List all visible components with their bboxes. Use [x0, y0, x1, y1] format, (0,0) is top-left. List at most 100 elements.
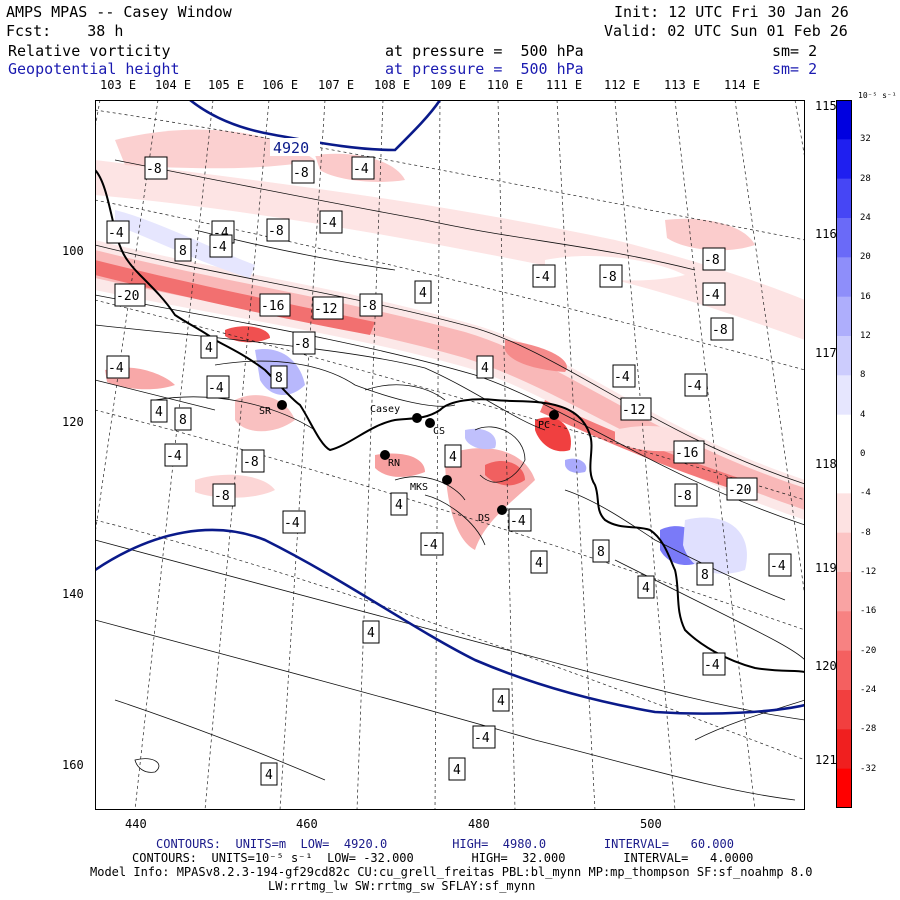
contour-label: -4: [206, 375, 230, 399]
geopotential-contours: [95, 100, 805, 715]
latitude-lines: [95, 109, 805, 761]
contour-label-text: 4: [642, 581, 650, 596]
contour-label: 4: [530, 550, 548, 574]
lon-label: 104 E: [155, 78, 192, 92]
colorbar-segment: [836, 650, 852, 691]
contour-label: 4: [200, 335, 218, 359]
contour-label-text: -8: [601, 270, 617, 285]
contour-label-text: -8: [676, 489, 692, 504]
colorbar-label: 20: [860, 252, 871, 263]
contour-label: 4: [362, 620, 380, 644]
contour-label-text: 8: [179, 413, 187, 428]
lon-label: 110 E: [487, 78, 524, 92]
contour-label: 4: [476, 355, 494, 379]
contour-label: 8: [270, 365, 288, 389]
plot-title: AMPS MPAS -- Casey Window: [6, 3, 232, 21]
contour-label-text: -8: [294, 337, 310, 352]
contour-label-text: -4: [108, 226, 124, 241]
x-tick: 460: [296, 817, 318, 831]
colorbar-label: 16: [860, 291, 871, 302]
y-tick: 160: [62, 758, 84, 772]
colorbar-segment: [836, 690, 852, 730]
colorbar-segment: [836, 572, 852, 612]
contour-label: -8: [212, 483, 236, 507]
contour-label: -4: [508, 508, 532, 532]
model-info: Model Info: MPASv8.2.3-194-gf29cd82c CU:…: [90, 865, 813, 879]
contour-label: -20: [726, 477, 758, 501]
contour-label-text: -8: [268, 224, 284, 239]
colorbar-label: -16: [860, 606, 877, 617]
contour-label-text: -4: [474, 731, 490, 746]
height-label: 4920: [273, 139, 309, 157]
lon-label: 108 E: [374, 78, 411, 92]
contour-label-text: -4: [321, 216, 337, 231]
field2-name: Geopotential height: [8, 60, 180, 78]
contour-label-text: -8: [712, 323, 728, 338]
y-tick: 100: [62, 244, 84, 258]
lon-label: 103 E: [100, 78, 137, 92]
station-marker: [277, 400, 287, 410]
contour-label: -4: [684, 373, 708, 397]
contour-label: -4: [106, 220, 130, 244]
field2-level: at pressure = 500 hPa: [385, 60, 584, 78]
contour-label: -8: [292, 331, 316, 355]
contour-label: 4: [414, 280, 432, 304]
colorbar-segment: [836, 768, 852, 808]
colorbar-segment: [836, 336, 852, 376]
lon-label: 109 E: [430, 78, 467, 92]
height-label-box: 4920: [270, 138, 320, 157]
colorbar-label: -8: [860, 527, 871, 538]
station-markers: [277, 400, 559, 515]
contour-label: -8: [674, 483, 698, 507]
colorbar-unit: 10⁻⁵ s⁻¹: [858, 91, 897, 100]
station-label: MKS: [410, 482, 428, 493]
contour-label: 4: [448, 757, 466, 781]
colorbar-label: 4: [860, 409, 866, 420]
lon-label: 113 E: [664, 78, 701, 92]
colorbar-segment: [836, 375, 852, 416]
station-marker: [549, 410, 559, 420]
contour-label-text: 8: [275, 371, 283, 386]
contour-label: -8: [710, 317, 734, 341]
contour-label-text: -4: [686, 379, 702, 394]
contour-label: 8: [174, 238, 192, 262]
longitude-lines: [95, 100, 805, 810]
colorbar-label: -28: [860, 724, 877, 735]
colorbar-segment: [836, 218, 852, 258]
contour-label-text: -8: [293, 166, 309, 181]
contour-label: -8: [291, 160, 315, 184]
station-label: PC: [538, 420, 550, 431]
colorbar-segment: [836, 414, 852, 455]
contour-label-text: -4: [353, 162, 369, 177]
field1-name: Relative vorticity: [8, 42, 171, 60]
contour-label: -8: [241, 449, 265, 473]
contour-label: 8: [696, 562, 714, 586]
colorbar-label: 32: [860, 134, 871, 145]
contour-label: -12: [312, 296, 344, 320]
contour-label: -8: [144, 156, 168, 180]
contour-label: -8: [266, 218, 290, 242]
contour-label: -4: [209, 234, 233, 258]
contour-label: -4: [282, 510, 306, 534]
contour-label-text: 4: [419, 286, 427, 301]
colorbar: [836, 100, 852, 808]
lon-label: 107 E: [318, 78, 355, 92]
colorbar-segment: [836, 729, 852, 770]
contour-label: -4: [472, 725, 496, 749]
station-marker: [497, 505, 507, 515]
station-marker: [442, 475, 452, 485]
colorbar-segment: [836, 100, 852, 140]
contour-label: -16: [259, 293, 291, 317]
vorticity-contour-info: CONTOURS: UNITS=10⁻⁵ s⁻¹ LOW= -32.000 HI…: [132, 851, 754, 865]
lon-label: 106 E: [262, 78, 299, 92]
contour-label: -4: [164, 443, 188, 467]
contour-label-text: -16: [675, 446, 698, 461]
contour-label: 4: [444, 444, 462, 468]
colorbar-segment: [836, 611, 852, 652]
contour-label-text: -4: [108, 361, 124, 376]
contour-label: -12: [620, 397, 652, 421]
contour-label-text: -8: [704, 253, 720, 268]
contour-label-text: -4: [534, 270, 550, 285]
station-marker: [380, 450, 390, 460]
x-tick: 480: [468, 817, 490, 831]
